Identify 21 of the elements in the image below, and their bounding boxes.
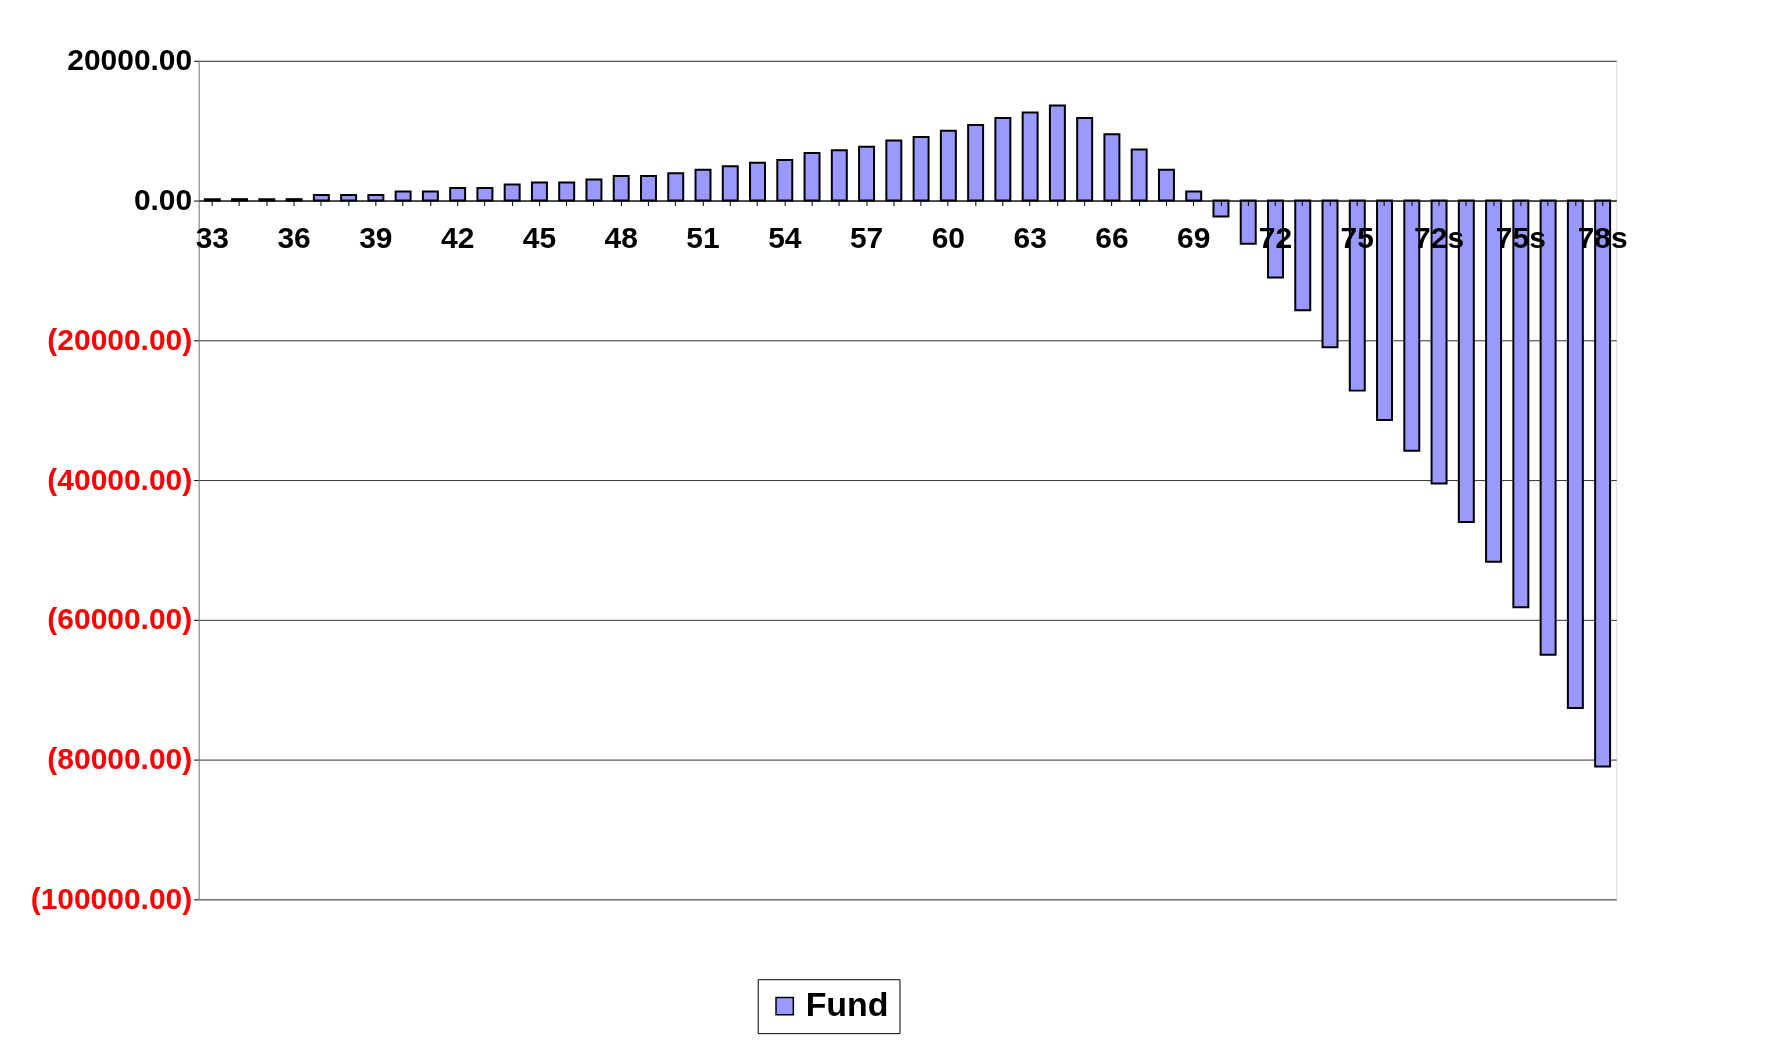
y-tick-label: 20000.00 [67, 43, 193, 77]
x-tick-label: 69 [1177, 220, 1211, 254]
y-tick-label: (80000.00) [47, 742, 193, 776]
x-tick-label: 51 [686, 220, 720, 254]
y-tick-label: 0.00 [133, 183, 193, 217]
y-tick-label: (60000.00) [47, 602, 193, 636]
y-tick-label: (100000.00) [30, 881, 193, 915]
x-tick-label: 63 [1013, 220, 1047, 254]
y-tick-label: (20000.00) [47, 322, 193, 356]
x-tick-label: 42 [440, 220, 475, 254]
x-tick-label: 45 [522, 220, 557, 254]
x-tick-label: 48 [604, 220, 638, 254]
x-tick-label: 57 [849, 220, 884, 254]
y-tick-label: (40000.00) [47, 462, 193, 496]
legend-label: Fund [805, 985, 889, 1024]
x-tick-label: 66 [1095, 220, 1129, 254]
x-tick-label: 39 [359, 220, 393, 254]
x-tick-label: 33 [195, 220, 229, 254]
x-tick-label: 54 [768, 220, 802, 254]
x-tick-label: 36 [277, 220, 311, 254]
x-tick-label: 60 [931, 220, 966, 254]
